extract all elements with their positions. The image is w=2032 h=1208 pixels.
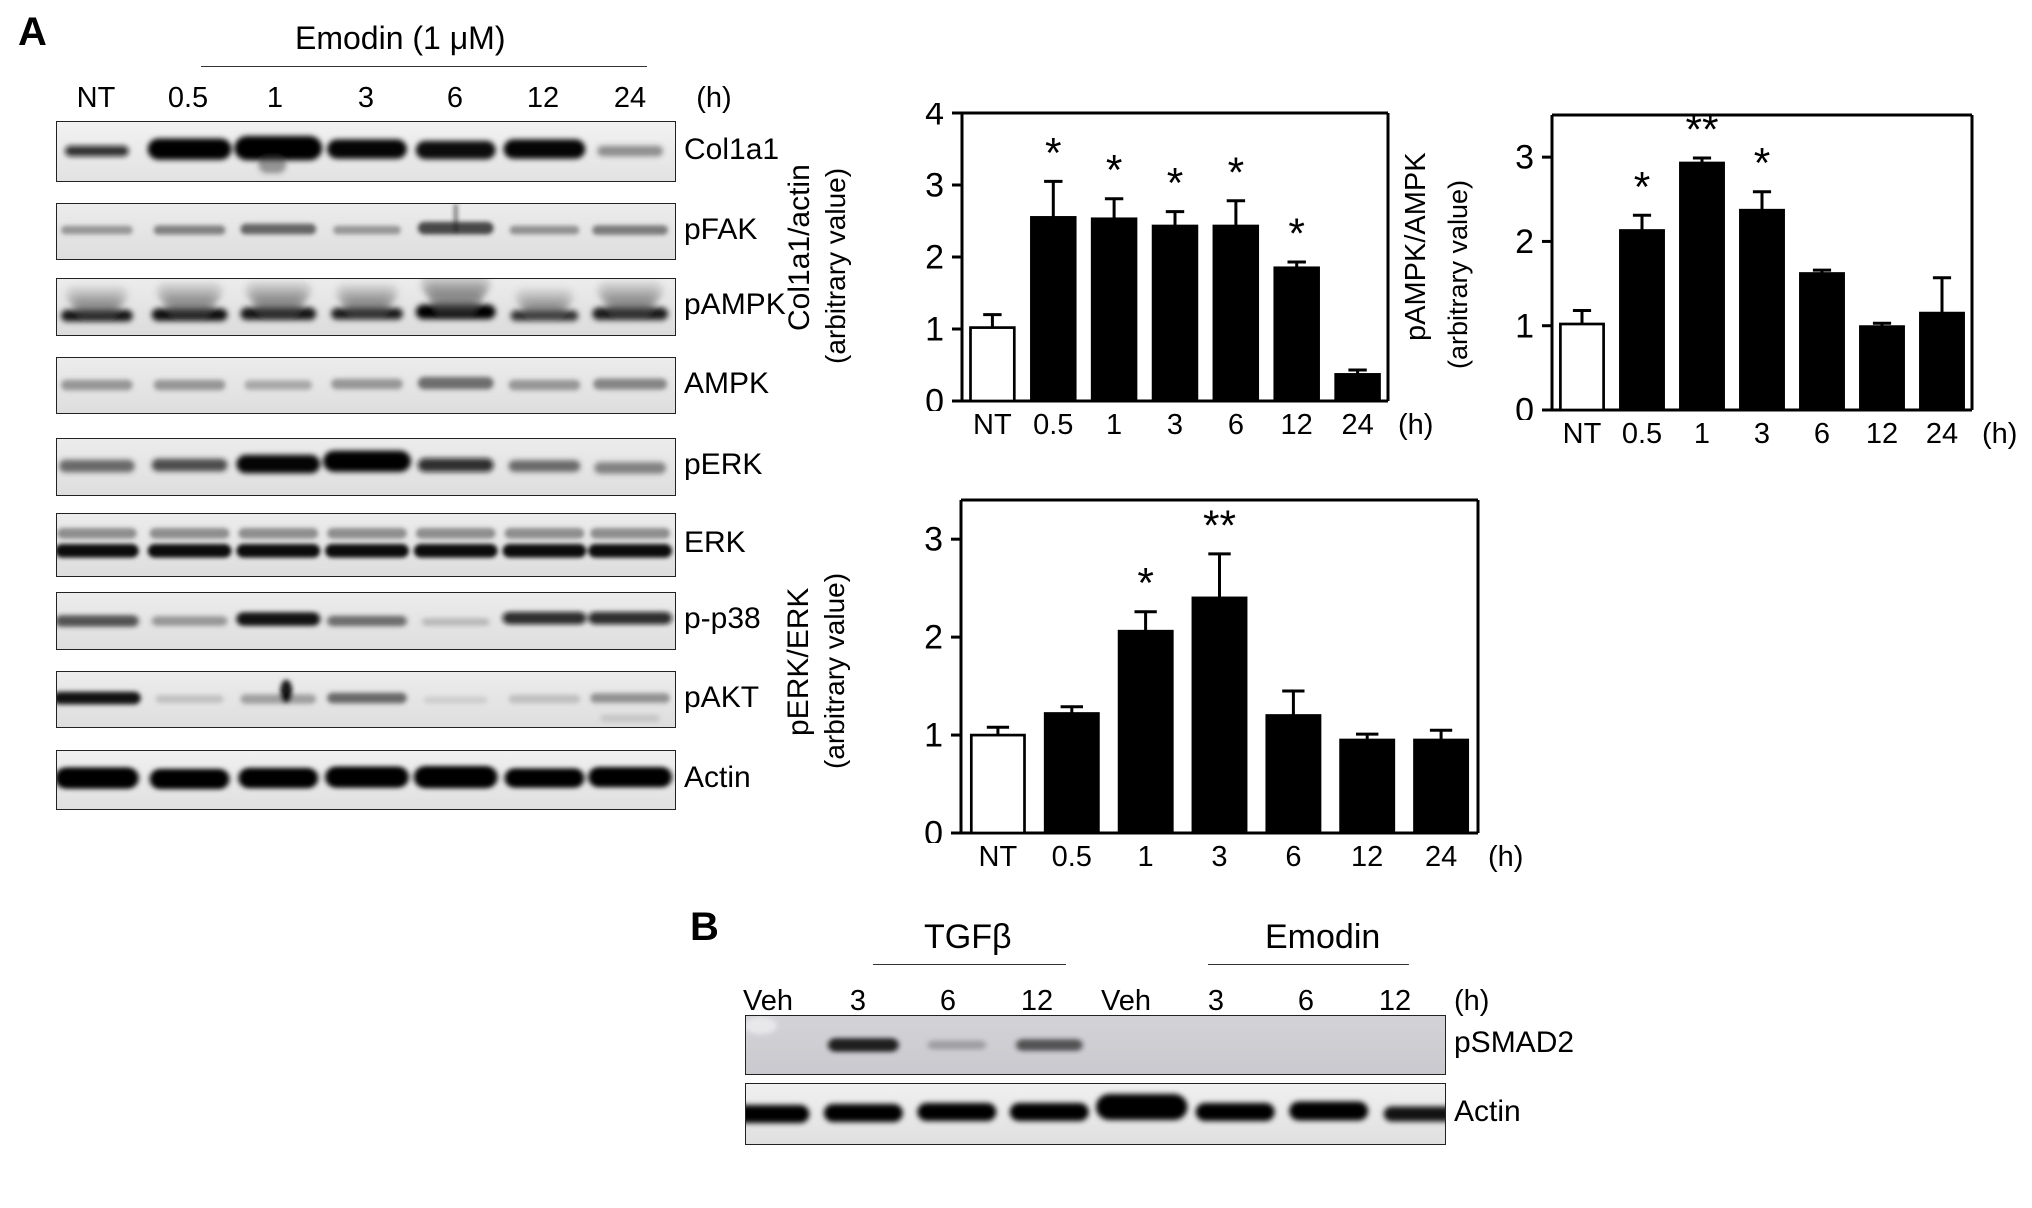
svg-text:*: * (1045, 130, 1062, 177)
svg-text:*: * (1167, 161, 1184, 208)
svg-text:*: * (1634, 164, 1651, 211)
svg-text:3: 3 (925, 167, 944, 205)
svg-text:2: 2 (924, 619, 943, 657)
svg-text:0: 0 (1515, 392, 1534, 420)
svg-text:*: * (1137, 561, 1154, 608)
svg-text:1: 1 (1515, 307, 1534, 345)
svg-text:*: * (1106, 148, 1123, 195)
svg-text:3: 3 (1515, 139, 1534, 177)
svg-text:2: 2 (925, 239, 944, 277)
svg-text:0: 0 (925, 383, 944, 411)
svg-text:1: 1 (924, 717, 943, 755)
svg-text:3: 3 (924, 521, 943, 559)
svg-text:2: 2 (1515, 223, 1534, 261)
svg-text:*: * (1228, 150, 1245, 197)
svg-text:**: ** (1203, 503, 1236, 550)
svg-text:**: ** (1685, 107, 1718, 154)
svg-text:*: * (1754, 141, 1771, 188)
svg-text:0: 0 (924, 815, 943, 843)
svg-text:4: 4 (925, 103, 944, 133)
svg-text:1: 1 (925, 311, 944, 349)
svg-text:*: * (1288, 211, 1305, 258)
